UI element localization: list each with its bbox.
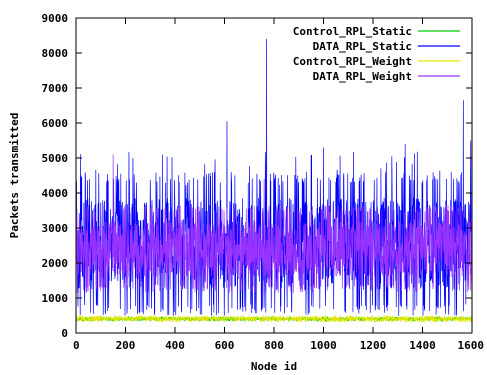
x-tick-label: 0 xyxy=(73,339,80,352)
x-tick-label: 200 xyxy=(116,339,136,352)
y-tick-label: 0 xyxy=(61,327,68,340)
y-tick-label: 9000 xyxy=(42,12,69,25)
y-tick-label: 8000 xyxy=(42,47,69,60)
x-tick-label: 1400 xyxy=(409,339,436,352)
legend-entry-label: DATA_RPL_Weight xyxy=(313,70,412,83)
series-line-data-rpl-weight xyxy=(76,154,472,293)
y-tick-label: 2000 xyxy=(42,257,69,270)
series-line-data-rpl-static xyxy=(76,38,472,316)
legend-entry-label: DATA_RPL_Static xyxy=(313,40,412,53)
x-tick-label: 1200 xyxy=(360,339,387,352)
legend: Control_RPL_Static DATA_RPL_Static Control… xyxy=(293,25,460,83)
axes: 0 1000 2000 3000 4000 5000 6000 7000 8000 9000 0 20… xyxy=(8,12,484,373)
x-tick-label: 800 xyxy=(264,339,284,352)
legend-entry-label: Control_RPL_Static xyxy=(293,25,412,38)
x-axis-label: Node id xyxy=(251,360,297,373)
x-tick-label: 1000 xyxy=(310,339,337,352)
x-tick-label: 600 xyxy=(215,339,235,352)
y-tick-label: 6000 xyxy=(42,117,69,130)
x-tick-label: 400 xyxy=(165,339,185,352)
y-tick-label: 7000 xyxy=(42,82,69,95)
y-tick-label: 1000 xyxy=(42,292,69,305)
y-tick-label: 3000 xyxy=(42,222,69,235)
x-tick-label: 1600 xyxy=(458,339,485,352)
y-tick-label: 4000 xyxy=(42,187,69,200)
y-tick-label: 5000 xyxy=(42,152,69,165)
plot-area xyxy=(76,38,472,324)
legend-entry-label: Control_RPL_Weight xyxy=(293,55,412,68)
series-line-control-rpl-weight xyxy=(76,314,472,324)
y-axis-label: Packets transmitted xyxy=(8,113,21,239)
